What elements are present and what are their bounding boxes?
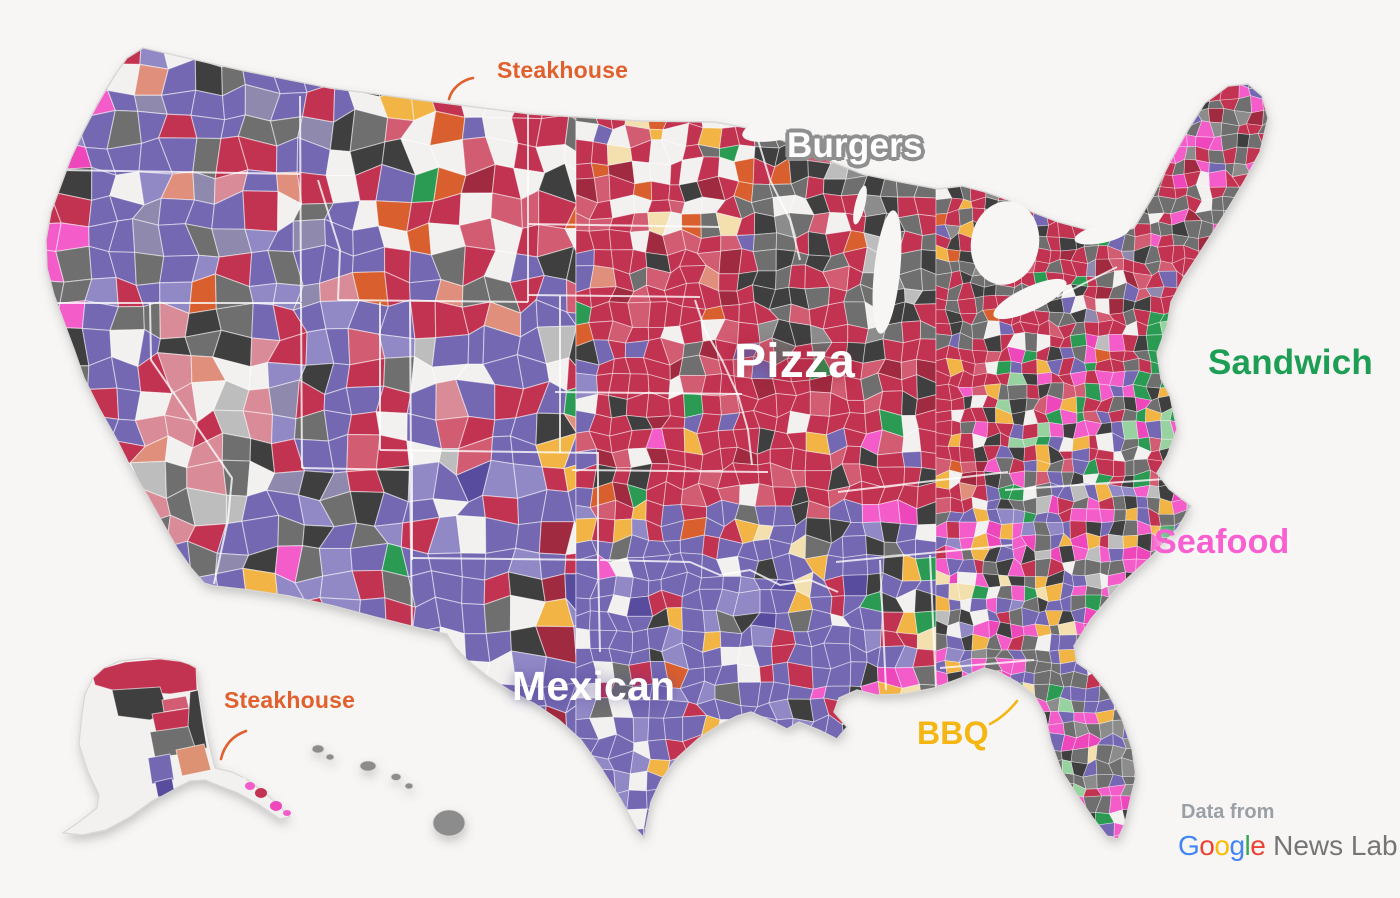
google-letter: l bbox=[1244, 830, 1251, 861]
label-pizza: Pizza bbox=[734, 335, 856, 388]
google-letter: o bbox=[1214, 830, 1230, 861]
steakhouse-ak-pointer-line bbox=[219, 729, 248, 761]
alaska-inset bbox=[61, 657, 292, 836]
label-steakhouse-alaska: Steakhouse bbox=[224, 687, 356, 713]
great-lakes bbox=[742, 106, 1130, 334]
google-letter: g bbox=[1229, 830, 1245, 861]
coast-outline bbox=[45, 47, 1269, 840]
attribution-brand-line: Google News Lab bbox=[1178, 830, 1398, 862]
attribution-suffix: News Lab bbox=[1265, 830, 1398, 861]
label-steakhouse-northwest: Steakhouse bbox=[497, 57, 629, 83]
bbq-pointer-line bbox=[988, 699, 1019, 726]
label-bbq: BBQ bbox=[917, 715, 989, 751]
google-letter: G bbox=[1178, 830, 1200, 861]
label-seafood: Seafood bbox=[1154, 523, 1290, 561]
label-sandwich: Sandwich bbox=[1208, 343, 1373, 382]
google-letter: o bbox=[1199, 830, 1215, 861]
google-letter: e bbox=[1250, 830, 1266, 861]
hawaii-inset bbox=[311, 744, 466, 837]
state-borders bbox=[46, 95, 1181, 691]
google-wordmark: Google bbox=[1178, 830, 1266, 861]
attribution-prefix: Data from bbox=[1181, 801, 1275, 823]
label-burgers: Burgers bbox=[787, 126, 923, 165]
pointer-lines bbox=[219, 76, 1019, 761]
steakhouse-nw-pointer-line bbox=[447, 76, 475, 101]
label-mexican: Mexican bbox=[512, 663, 676, 709]
county-mosaic bbox=[46, 48, 1268, 839]
